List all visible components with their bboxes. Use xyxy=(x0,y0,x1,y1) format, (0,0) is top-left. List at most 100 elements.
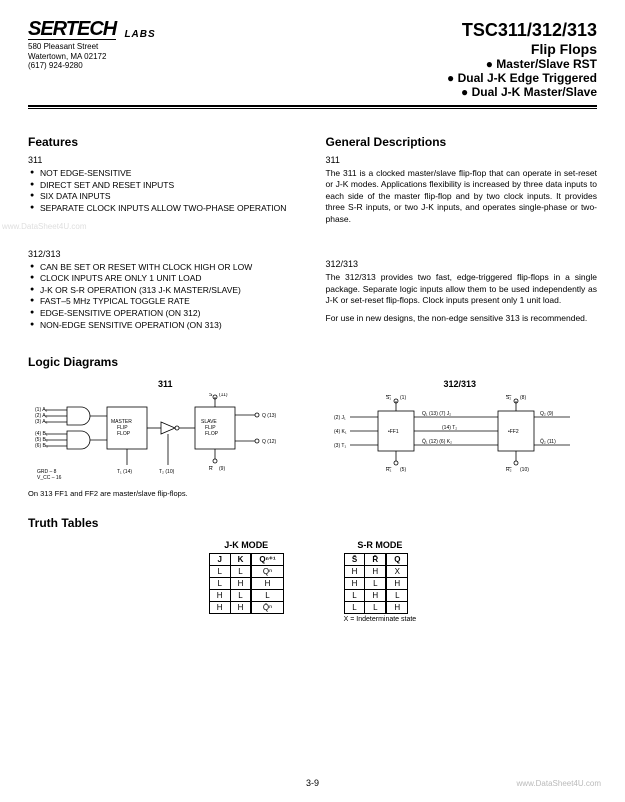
svg-text:Q (13): Q (13) xyxy=(262,413,277,419)
diagram-311-svg: (1) A₁(2) A₂(3) A₃ (4) B₁(5) B₂(6) B₃ MA… xyxy=(35,393,295,483)
feature-item: DIRECT SET AND RESET INPUTS xyxy=(30,180,300,191)
svg-text:(10): (10) xyxy=(520,467,529,473)
svg-text:T₂ (10): T₂ (10) xyxy=(159,469,175,475)
td: H xyxy=(344,566,365,578)
svg-text:(3) A₃: (3) A₃ xyxy=(35,419,48,425)
desc-312-text2: For use in new designs, the non-edge sen… xyxy=(326,313,598,324)
svg-text:FLOP: FLOP xyxy=(205,431,219,437)
company-phone: (617) 924-9280 xyxy=(28,61,156,71)
th: K xyxy=(230,554,251,566)
jk-table: JKQⁿ⁺¹ LLQⁿ LHH HLL HHQ̄ⁿ xyxy=(209,553,284,614)
svg-text:(1): (1) xyxy=(400,395,406,401)
company-logo: SERTECH xyxy=(28,20,116,40)
svg-text:R: R xyxy=(209,466,213,472)
desc-312-label: 312/313 xyxy=(326,259,598,269)
svg-text:S₁: S₁ xyxy=(386,395,391,401)
feature-item: EDGE-SENSITIVE OPERATION (ON 312) xyxy=(30,308,300,319)
svg-text:Q₂ (9): Q₂ (9) xyxy=(540,411,554,417)
svg-text:S: S xyxy=(209,393,213,398)
truth-tables-heading: Truth Tables xyxy=(28,516,597,530)
td: H xyxy=(209,602,230,614)
header-bullet-2: Dual J-K Edge Triggered xyxy=(447,71,597,85)
descriptions-heading: General Descriptions xyxy=(326,135,598,149)
features-311-list: NOT EDGE-SENSITIVE DIRECT SET AND RESET … xyxy=(30,168,300,214)
th: Q xyxy=(386,554,408,566)
address-line2: Watertown, MA 02172 xyxy=(28,52,156,62)
svg-text:•FF2: •FF2 xyxy=(508,429,519,435)
svg-text:Q₁ (13) (7) J₂: Q₁ (13) (7) J₂ xyxy=(422,411,451,417)
svg-text:(5): (5) xyxy=(400,467,406,473)
labs-text: LABS xyxy=(124,29,155,40)
sr-table: S̄R̄Q HHX HLH LHL LLH xyxy=(344,553,409,614)
td: H xyxy=(365,566,386,578)
th: S̄ xyxy=(344,554,365,566)
company-block: SERTECH LABS 580 Pleasant Street Waterto… xyxy=(28,20,156,71)
td: L xyxy=(230,590,251,602)
td: L xyxy=(344,602,365,614)
td: Q̄ⁿ xyxy=(251,602,283,614)
svg-text:R₁: R₁ xyxy=(386,467,392,473)
diagram-311-label: 311 xyxy=(28,379,303,389)
svg-text:(11): (11) xyxy=(219,393,228,398)
td: L xyxy=(365,578,386,590)
page-header: SERTECH LABS 580 Pleasant Street Waterto… xyxy=(28,20,597,99)
svg-text:•FF1: •FF1 xyxy=(388,429,399,435)
th: R̄ xyxy=(365,554,386,566)
desc-311-label: 311 xyxy=(326,155,598,165)
feature-item: NOT EDGE-SENSITIVE xyxy=(30,168,300,179)
header-rule xyxy=(28,105,597,109)
td: L xyxy=(365,602,386,614)
title-block: TSC311/312/313 Flip Flops Master/Slave R… xyxy=(447,20,597,99)
svg-text:(9): (9) xyxy=(219,466,225,472)
svg-text:S₂: S₂ xyxy=(506,395,511,401)
features-312-list: CAN BE SET OR RESET WITH CLOCK HIGH OR L… xyxy=(30,262,300,331)
feature-item: FAST–5 MHz TYPICAL TOGGLE RATE xyxy=(30,296,300,307)
td: H xyxy=(344,578,365,590)
feature-item: CAN BE SET OR RESET WITH CLOCK HIGH OR L… xyxy=(30,262,300,273)
td: Qⁿ xyxy=(251,566,283,578)
svg-text:(2) J₁: (2) J₁ xyxy=(334,415,346,421)
svg-text:(3) T₁: (3) T₁ xyxy=(334,443,346,449)
sr-note: X = Indeterminate state xyxy=(344,616,417,623)
diagram-311: 311 xyxy=(28,379,303,483)
jk-table-wrap: J-K MODE JKQⁿ⁺¹ LLQⁿ LHH HLL HHQ̄ⁿ xyxy=(209,540,284,623)
td: H xyxy=(230,578,251,590)
part-number: TSC311/312/313 xyxy=(447,20,597,41)
svg-text:(6) B₃: (6) B₃ xyxy=(35,443,48,449)
features-312-label: 312/313 xyxy=(28,249,300,259)
td: L xyxy=(251,590,283,602)
address-line1: 580 Pleasant Street xyxy=(28,42,156,52)
svg-text:Q (12): Q (12) xyxy=(262,439,277,445)
diagram-312-label: 312/313 xyxy=(323,379,598,389)
feature-item: J-K OR S-R OPERATION (313 J-K MASTER/SLA… xyxy=(30,285,300,296)
feature-item: SIX DATA INPUTS xyxy=(30,191,300,202)
company-address: 580 Pleasant Street Watertown, MA 02172 … xyxy=(28,42,156,71)
jk-title: J-K MODE xyxy=(209,540,284,550)
descriptions-column: General Descriptions 311 The 311 is a cl… xyxy=(326,135,598,331)
td: L xyxy=(209,578,230,590)
header-bullet-1: Master/Slave RST xyxy=(447,57,597,71)
svg-text:FLOP: FLOP xyxy=(117,431,131,437)
td: H xyxy=(386,602,408,614)
diagram-312-svg: (2) J₁(4) K₁(3) T₁ •FF1•FF2 S₁(1) R₁(5) … xyxy=(330,393,590,483)
svg-text:T₁ (14): T₁ (14) xyxy=(117,469,132,475)
td: X xyxy=(386,566,408,578)
td: H xyxy=(386,578,408,590)
svg-text:Q̄₂ (11): Q̄₂ (11) xyxy=(540,438,556,445)
svg-text:R₂: R₂ xyxy=(506,467,512,473)
td: H xyxy=(230,602,251,614)
truth-tables-row: J-K MODE JKQⁿ⁺¹ LLQⁿ LHH HLL HHQ̄ⁿ S-R M… xyxy=(28,540,597,623)
logic-diagrams-heading: Logic Diagrams xyxy=(28,355,597,369)
td: H xyxy=(251,578,283,590)
feature-item: NON-EDGE SENSITIVE OPERATION (ON 313) xyxy=(30,320,300,331)
feature-item: CLOCK INPUTS ARE ONLY 1 UNIT LOAD xyxy=(30,273,300,284)
svg-text:(4) K₁: (4) K₁ xyxy=(334,429,347,435)
th: J xyxy=(209,554,230,566)
diagram-312-313: 312/313 (2) J₁ (4) K₁ (3) T₁ •FF1 •FF2 S₁ (1… xyxy=(323,379,598,483)
svg-text:(8): (8) xyxy=(520,395,526,401)
svg-text:(14) T₂: (14) T₂ xyxy=(442,425,457,431)
td: L xyxy=(230,566,251,578)
th: Qⁿ⁺¹ xyxy=(251,554,283,566)
desc-311-text: The 311 is a clocked master/slave flip-f… xyxy=(326,168,598,225)
watermark-br: www.DataSheet4U.com xyxy=(517,779,601,788)
